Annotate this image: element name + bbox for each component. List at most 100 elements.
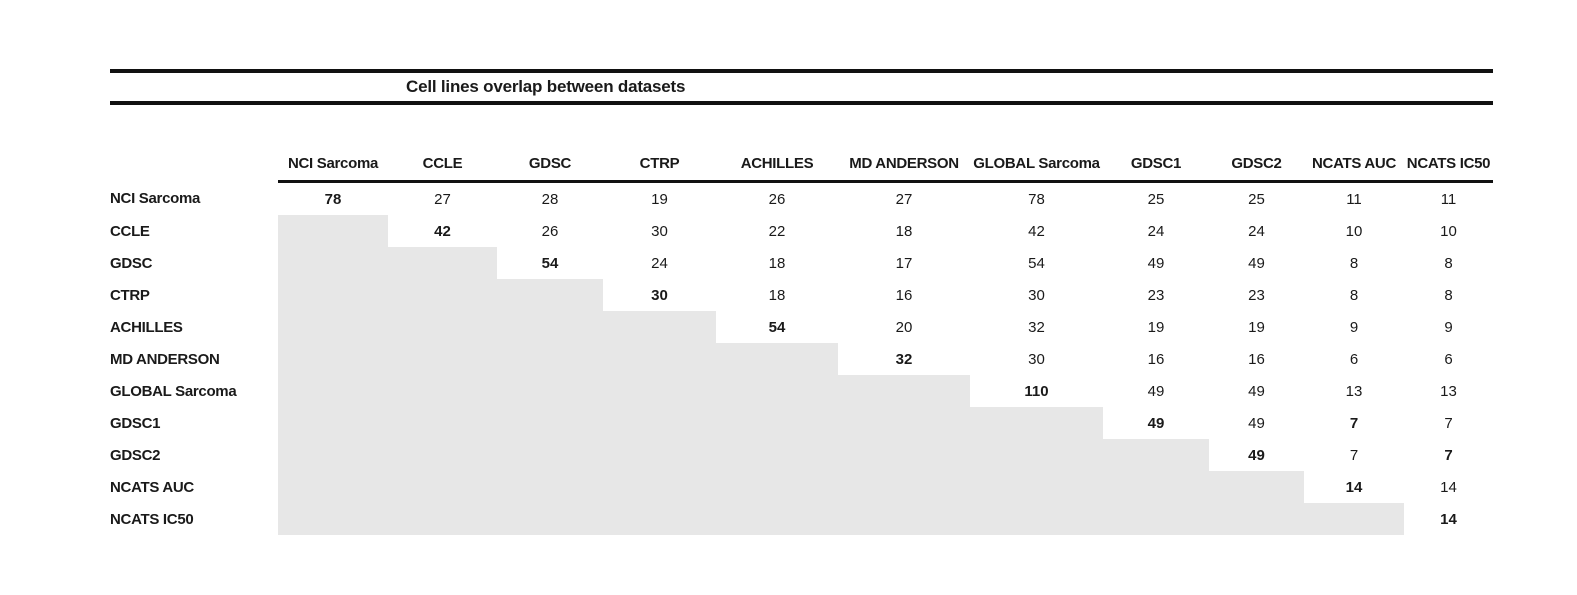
row-header-ncats-ic50: NCATS IC50 <box>110 510 194 528</box>
shaded-cell <box>278 471 388 503</box>
shaded-cell <box>497 311 603 343</box>
matrix-cell-global-sarcoma-gdsc1: 49 <box>1147 382 1165 400</box>
matrix-cell-global-sarcoma-ncats-ic50: 13 <box>1440 382 1457 400</box>
matrix-cell-ccle-md-anderson: 18 <box>895 222 913 240</box>
matrix-cell-nci-sarcoma-gdsc2: 25 <box>1248 190 1265 208</box>
shaded-cell <box>1103 503 1209 535</box>
matrix-cell-md-anderson-ncats-ic50: 6 <box>1444 350 1453 368</box>
column-header-row: NCI Sarcoma CCLE GDSC CTRP ACHILLES MD ANDERS… <box>110 105 1493 183</box>
matrix-cell-nci-sarcoma-ccle: 27 <box>434 190 451 208</box>
shaded-cell <box>838 503 970 535</box>
matrix-cell-ctrp-md-anderson: 16 <box>895 286 913 304</box>
column-header-ncats-auc: NCATS AUC <box>1304 105 1404 183</box>
matrix-cell-global-sarcoma-gdsc2: 49 <box>1248 382 1265 400</box>
shaded-cell <box>838 471 970 503</box>
table-row-ncats-auc: NCATS AUC 14 14 <box>110 471 1493 503</box>
shaded-cell <box>603 407 716 439</box>
matrix-cell-nci-sarcoma-global-sarcoma: 78 <box>1028 190 1045 208</box>
matrix-cell-gdsc1-ncats-ic50: 7 <box>1444 414 1453 432</box>
shaded-cell <box>716 343 838 375</box>
matrix-cell-ncats-auc-ncats-ic50: 14 <box>1440 478 1457 496</box>
matrix-cell-md-anderson-global-sarcoma: 30 <box>1028 350 1045 368</box>
shaded-cell <box>278 215 388 247</box>
row-header-global-sarcoma: GLOBAL Sarcoma <box>110 382 237 400</box>
shaded-cell <box>278 407 388 439</box>
matrix-cell-gdsc-md-anderson: 17 <box>895 254 913 272</box>
matrix-cell-ccle-ccle: 42 <box>434 222 451 240</box>
matrix-cell-gdsc1-ncats-auc: 7 <box>1349 414 1359 432</box>
row-header-achilles: ACHILLES <box>110 318 183 336</box>
matrix-cell-md-anderson-ncats-auc: 6 <box>1349 350 1359 368</box>
shaded-cell <box>1209 471 1304 503</box>
shaded-cell <box>716 471 838 503</box>
matrix-cell-nci-sarcoma-md-anderson: 27 <box>895 190 913 208</box>
matrix-cell-achilles-global-sarcoma: 32 <box>1028 318 1045 336</box>
shaded-cell <box>716 375 838 407</box>
shaded-cell <box>497 439 603 471</box>
shaded-cell <box>278 247 388 279</box>
shaded-cell <box>603 439 716 471</box>
shaded-cell <box>497 471 603 503</box>
table-row-ctrp: CTRP 30 18 16 30 23 23 8 8 <box>110 279 1493 311</box>
column-header-gdsc1: GDSC1 <box>1103 105 1209 183</box>
shaded-cell <box>497 279 603 311</box>
shaded-cell <box>278 375 388 407</box>
shaded-cell <box>388 247 497 279</box>
matrix-cell-ctrp-ctrp: 30 <box>651 286 668 304</box>
matrix-cell-nci-sarcoma-ctrp: 19 <box>651 190 668 208</box>
column-header-global-sarcoma: GLOBAL Sarcoma <box>970 105 1103 183</box>
shaded-cell <box>388 407 497 439</box>
row-header-ncats-auc: NCATS AUC <box>110 478 194 496</box>
matrix-cell-ncats-ic50-ncats-ic50: 14 <box>1440 510 1457 528</box>
matrix-cell-gdsc-global-sarcoma: 54 <box>1028 254 1045 272</box>
column-header-ncats-ic50: NCATS IC50 <box>1404 105 1493 183</box>
shaded-cell <box>278 343 388 375</box>
table-row-nci-sarcoma: NCI Sarcoma 78 27 28 19 26 27 78 25 25 11 11 <box>110 182 1493 216</box>
matrix-cell-gdsc-ncats-auc: 8 <box>1349 254 1359 272</box>
row-header-nci-sarcoma: NCI Sarcoma <box>110 189 201 207</box>
shaded-cell <box>1103 439 1209 471</box>
matrix-cell-gdsc2-ncats-ic50: 7 <box>1444 446 1453 464</box>
matrix-cell-md-anderson-gdsc2: 16 <box>1248 350 1265 368</box>
title-rule-bottom <box>110 101 1493 105</box>
shaded-cell <box>603 343 716 375</box>
shaded-cell <box>716 439 838 471</box>
matrix-cell-achilles-md-anderson: 20 <box>895 318 913 336</box>
shaded-cell <box>838 375 970 407</box>
matrix-cell-ctrp-ncats-ic50: 8 <box>1444 286 1453 304</box>
matrix-cell-ncats-auc-ncats-auc: 14 <box>1345 478 1363 496</box>
matrix-cell-gdsc-ncats-ic50: 8 <box>1444 254 1453 272</box>
shaded-cell <box>497 503 603 535</box>
table-row-gdsc2: GDSC2 49 7 7 <box>110 439 1493 471</box>
matrix-cell-nci-sarcoma-achilles: 26 <box>768 190 786 208</box>
matrix-cell-nci-sarcoma-ncats-ic50: 11 <box>1440 190 1457 208</box>
shaded-cell <box>388 343 497 375</box>
matrix-cell-ccle-gdsc1: 24 <box>1147 222 1165 240</box>
column-header-gdsc: GDSC <box>497 105 603 183</box>
title-row: Cell lines overlap between datasets <box>110 73 1493 101</box>
matrix-cell-gdsc1-gdsc2: 49 <box>1248 414 1265 432</box>
shaded-cell <box>838 439 970 471</box>
table-row-achilles: ACHILLES 54 20 32 19 19 9 9 <box>110 311 1493 343</box>
matrix-cell-ctrp-gdsc2: 23 <box>1248 286 1265 304</box>
shaded-cell <box>278 311 388 343</box>
shaded-cell <box>970 471 1103 503</box>
table-row-gdsc: GDSC 54 24 18 17 54 49 49 8 8 <box>110 247 1493 279</box>
column-header-nci-sarcoma: NCI Sarcoma <box>278 105 388 183</box>
row-header-md-anderson: MD ANDERSON <box>110 350 220 368</box>
matrix-cell-nci-sarcoma-gdsc1: 25 <box>1147 190 1165 208</box>
matrix-cell-global-sarcoma-global-sarcoma: 110 <box>1024 382 1049 400</box>
matrix-cell-gdsc-ctrp: 24 <box>651 254 668 272</box>
shaded-cell <box>970 503 1103 535</box>
shaded-cell <box>1304 503 1404 535</box>
table-row-md-anderson: MD ANDERSON 32 30 16 16 6 6 <box>110 343 1493 375</box>
shaded-cell <box>388 279 497 311</box>
row-header-gdsc1: GDSC1 <box>110 414 161 432</box>
shaded-cell <box>278 503 388 535</box>
shaded-cell <box>388 471 497 503</box>
row-header-gdsc: GDSC <box>110 254 153 272</box>
matrix-cell-nci-sarcoma-ncats-auc: 11 <box>1346 190 1362 208</box>
matrix-cell-ccle-ctrp: 30 <box>651 222 668 240</box>
column-header-achilles: ACHILLES <box>716 105 838 183</box>
